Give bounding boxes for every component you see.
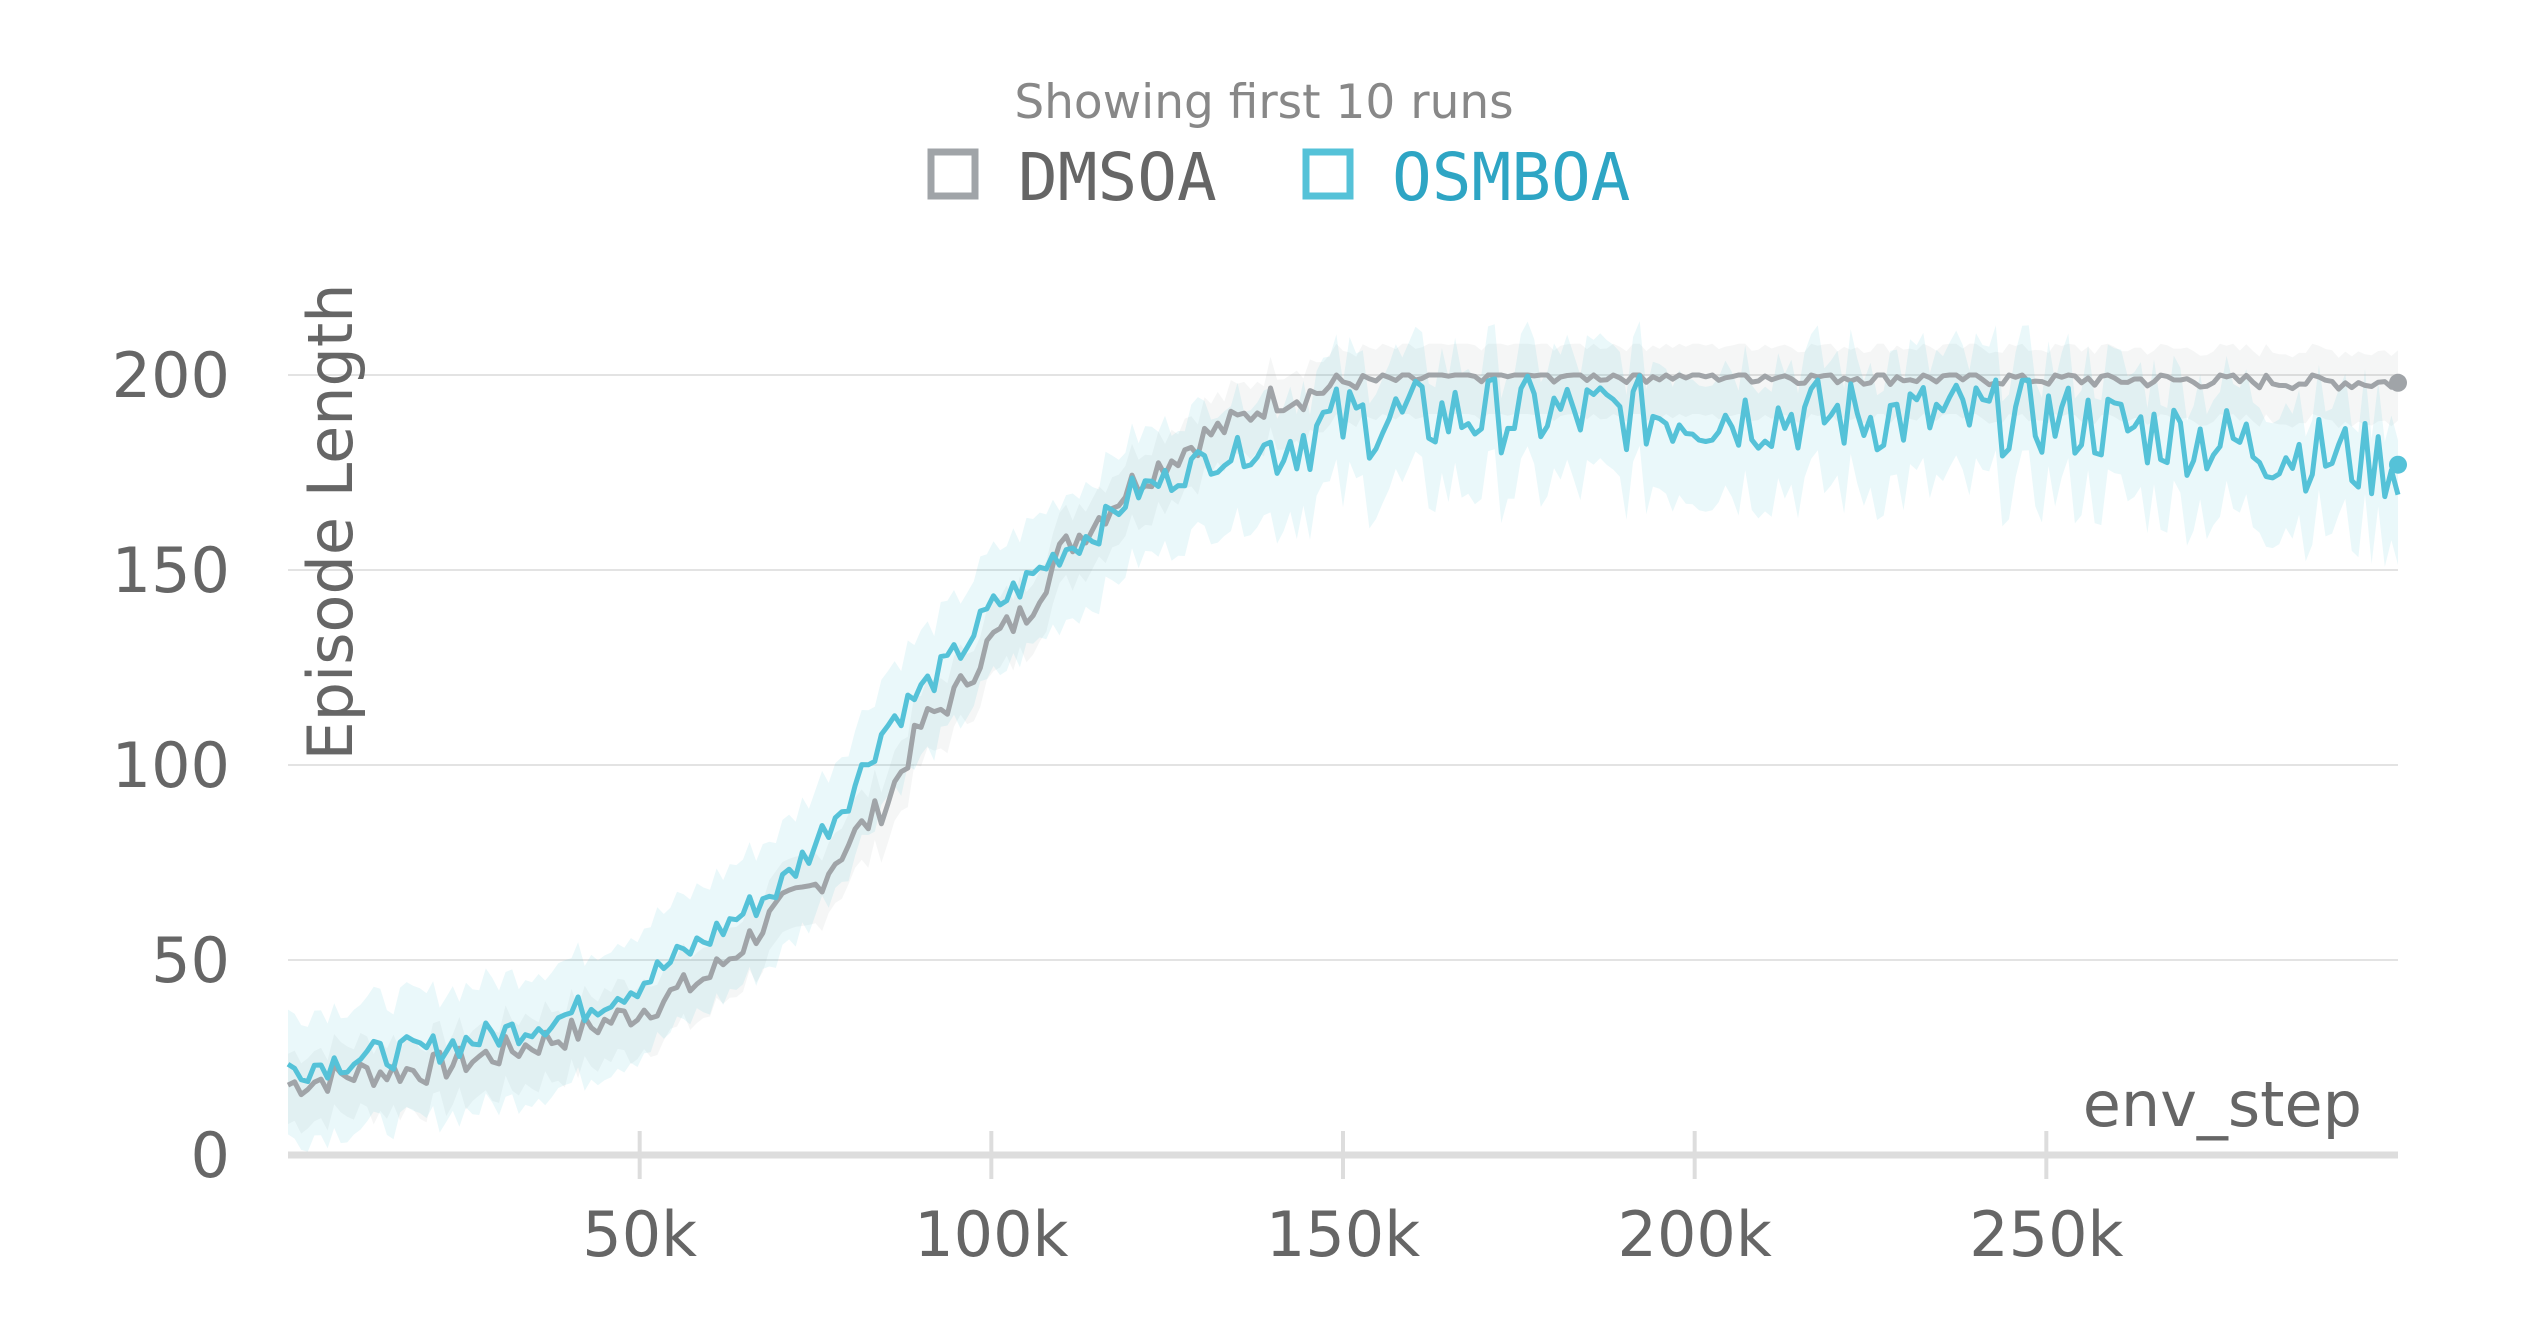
y-tick-label-0: 0 [191, 1119, 230, 1192]
endpoint-dmsoa[interactable] [2389, 373, 2407, 392]
x-tick-label-250k: 250k [1969, 1198, 2123, 1271]
legend[interactable]: DMSOA OSMBOA [927, 139, 1630, 216]
y-axis-label: Episode Length [294, 283, 367, 760]
legend-label-dmsoa: DMSOA [1018, 139, 1217, 216]
y-tick-label-150: 150 [112, 534, 230, 607]
x-tick-label-50k: 50k [582, 1198, 697, 1271]
band-osmboa [288, 321, 2398, 1152]
x-tick-label-100k: 100k [914, 1198, 1068, 1271]
series-lines [286, 372, 2407, 1098]
runs-note: Showing first 10 runs [1014, 75, 1513, 130]
y-tick-label-50: 50 [151, 924, 230, 997]
endpoint-osmboa[interactable] [2389, 455, 2407, 474]
line-dmsoa[interactable] [286, 372, 2400, 1098]
y-tick-label-100: 100 [112, 729, 230, 802]
legend-swatch-osmboa [1302, 148, 1354, 200]
y-tick-label-200: 200 [112, 339, 230, 412]
axis-ticks: 50k 100k 150k 200k 250k 0 50 100 150 200 [112, 339, 2124, 1271]
line-osmboa[interactable] [286, 373, 2401, 1084]
x-tick-label-200k: 200k [1618, 1198, 1772, 1271]
x-tick-label-150k: 150k [1266, 1198, 1420, 1271]
x-axis-label: env_step [2083, 1068, 2362, 1141]
legend-swatch-dmsoa [927, 148, 979, 200]
legend-label-osmboa: OSMBOA [1392, 139, 1630, 216]
